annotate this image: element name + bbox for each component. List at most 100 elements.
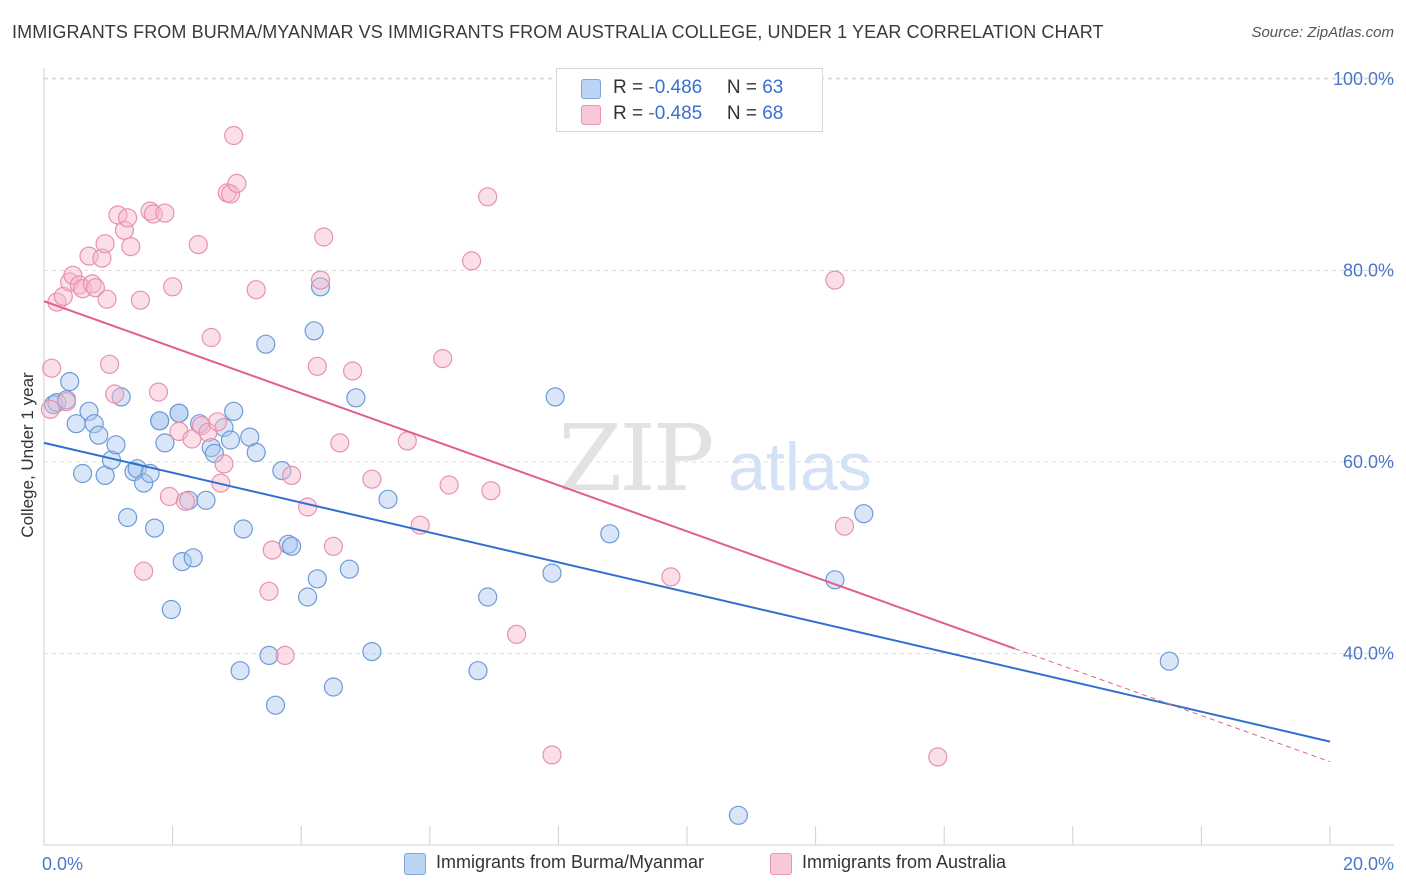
burma-point — [256, 334, 276, 354]
australia-point — [307, 356, 327, 376]
australia-point — [208, 412, 228, 432]
australia-point — [433, 349, 453, 369]
legend-swatch-burma — [404, 853, 426, 875]
burma-point — [155, 433, 175, 453]
burma-point — [478, 587, 498, 607]
burma-point — [224, 401, 244, 421]
australia-point — [63, 265, 83, 285]
burma-point — [204, 443, 224, 463]
burma-point — [169, 403, 189, 423]
chart-title: IMMIGRANTS FROM BURMA/MYANMAR VS IMMIGRA… — [12, 22, 1104, 42]
burma-point — [298, 587, 318, 607]
y-tick-label: 80.0% — [1343, 261, 1394, 281]
australia-point — [439, 475, 459, 495]
burma-point — [265, 695, 286, 715]
australia-point — [481, 481, 501, 501]
australia-point — [182, 429, 202, 449]
correlation-legend: R = -0.486 N = 63 R = -0.485 N = 68 — [556, 68, 823, 132]
australia-point — [155, 203, 175, 223]
burma-point — [307, 569, 327, 589]
burma-point — [183, 548, 203, 568]
burma-point — [339, 559, 359, 579]
australia-point — [330, 433, 350, 453]
burma-point — [728, 805, 749, 825]
australia-point — [362, 469, 382, 489]
burma-point — [282, 536, 302, 556]
australia-point — [275, 645, 295, 666]
australia-point — [159, 486, 179, 507]
australia-point — [99, 354, 120, 374]
australia-point — [478, 187, 498, 207]
australia-point — [97, 289, 117, 309]
australia-point — [82, 274, 102, 294]
burma-point — [323, 677, 343, 697]
x-tick-label: 0.0% — [42, 854, 83, 874]
x-tick-label: 20.0% — [1343, 854, 1394, 874]
legend-n-value-australia: 68 — [762, 103, 784, 124]
burma-point — [362, 641, 382, 662]
australia-point — [114, 220, 135, 240]
burma-point — [346, 388, 366, 408]
burma-point — [1159, 651, 1179, 671]
australia-point — [262, 540, 282, 560]
burma-point — [233, 519, 253, 539]
australia-point — [117, 208, 138, 228]
australia-point — [40, 399, 61, 419]
burma-point — [854, 504, 874, 524]
legend-label-burma: Immigrants from Burma/Myanmar — [436, 852, 705, 872]
australia-point — [542, 745, 562, 765]
australia-point — [121, 237, 141, 257]
burma-point — [600, 524, 620, 544]
burma-point — [172, 551, 192, 572]
trend-line-burma — [43, 441, 1331, 743]
australia-point — [397, 431, 417, 451]
australia-point — [175, 491, 196, 511]
australia-point — [140, 201, 160, 221]
trend-lines — [43, 300, 1331, 763]
legend-r-label: R = — [613, 103, 649, 124]
australia-point — [825, 270, 845, 290]
legend-n-value-burma: 63 — [762, 77, 784, 98]
australia-point — [198, 422, 218, 442]
australia-point — [314, 227, 334, 247]
legend-n-label: N = — [726, 103, 763, 124]
legend-label-australia: Immigrants from Australia — [802, 852, 1007, 872]
y-tick-label: 100.0% — [1333, 69, 1394, 89]
burma-point — [196, 490, 216, 510]
australia-point — [130, 290, 150, 310]
burma-point — [145, 518, 165, 538]
y-tick-label: 40.0% — [1343, 644, 1394, 664]
watermark-atlas: atlas — [728, 429, 872, 505]
watermark-zip: ZIP — [558, 405, 711, 512]
australia-point — [928, 747, 948, 767]
australia-point — [53, 286, 73, 306]
burma-point — [378, 489, 398, 509]
burma-point — [117, 507, 138, 528]
burma-point — [79, 401, 99, 421]
burma-point — [201, 438, 221, 458]
australia-point — [92, 248, 112, 268]
legend-r-label: R = — [613, 77, 649, 98]
australia-point — [462, 251, 482, 271]
australia-point — [661, 567, 681, 587]
australia-point — [834, 516, 855, 536]
legend-r-value-australia: -0.485 — [648, 103, 703, 124]
burma-point — [220, 430, 241, 450]
australia-point — [85, 278, 106, 298]
australia-point — [42, 358, 62, 378]
burma-point — [230, 661, 250, 681]
watermark: ZIP atlas — [558, 405, 871, 512]
australia-point — [298, 497, 318, 517]
burma-point — [545, 387, 565, 407]
trend-line-australia-extension — [1014, 648, 1331, 763]
burma-point — [150, 411, 170, 431]
australia-point — [95, 234, 115, 254]
australia-point — [282, 465, 302, 485]
burma-point — [161, 599, 181, 620]
legend-swatch-australia — [770, 853, 792, 875]
series-burma-points — [43, 277, 1179, 825]
burma-point — [134, 473, 154, 493]
burma-point — [272, 461, 292, 481]
australia-point — [134, 561, 154, 581]
australia-point — [246, 280, 266, 300]
